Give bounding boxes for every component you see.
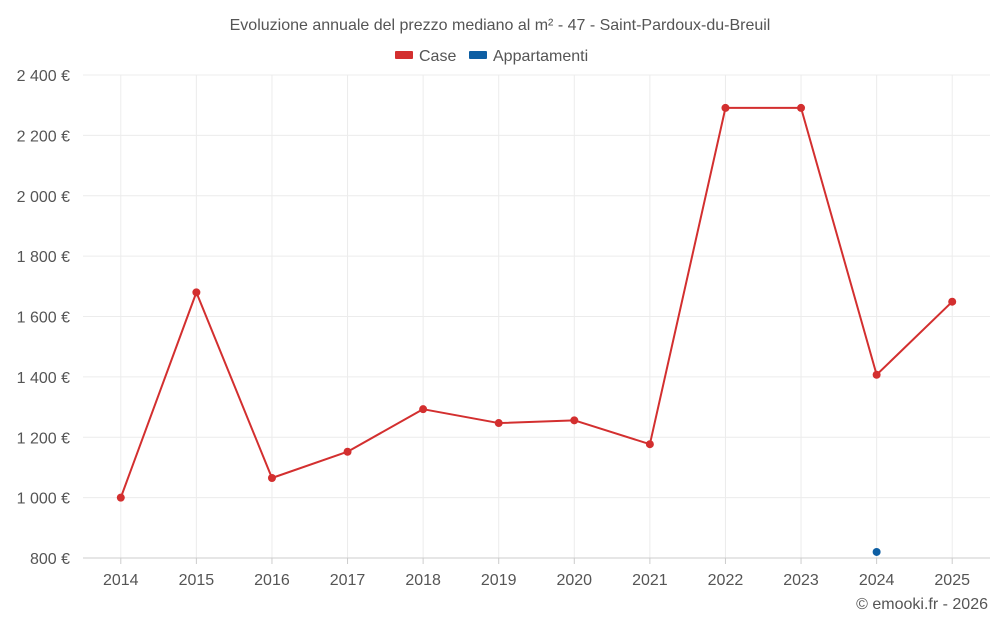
data-point-case[interactable] xyxy=(948,297,957,306)
legend: Case Appartamenti xyxy=(395,48,588,65)
y-tick-label: 1 000 € xyxy=(17,491,70,508)
y-tick-label: 1 600 € xyxy=(17,310,70,327)
x-tick-label: 2024 xyxy=(859,572,895,589)
data-point-case[interactable] xyxy=(419,405,428,414)
data-point-case[interactable] xyxy=(116,493,125,502)
y-tick-label: 2 400 € xyxy=(17,68,70,85)
data-point-case[interactable] xyxy=(645,440,654,449)
data-point-case[interactable] xyxy=(797,103,806,112)
grid xyxy=(83,74,990,558)
data-point-case[interactable] xyxy=(872,370,881,379)
legend-item-appartamenti[interactable]: Appartamenti xyxy=(469,48,588,65)
y-tick-label: 1 200 € xyxy=(17,430,70,447)
credit: © emooki.fr - 2026 xyxy=(856,596,988,613)
series-line-case xyxy=(119,106,953,498)
x-tick-label: 2015 xyxy=(179,572,215,589)
legend-item-case[interactable]: Case xyxy=(395,48,456,65)
data-point-appartamenti[interactable] xyxy=(872,547,881,556)
data-point-case[interactable] xyxy=(267,474,276,483)
x-axis: 2014 2015 2016 2017 2018 2019 2020 2021 2022 2023… xyxy=(83,557,990,589)
x-tick-label: 2017 xyxy=(330,572,366,589)
y-axis: 800 € 1 000 € 1 200 € 1 400 € 1 600 € 1 800 €… xyxy=(17,68,70,568)
legend-swatch-case xyxy=(395,51,413,59)
x-tick-label: 2020 xyxy=(556,572,592,589)
legend-label-case: Case xyxy=(419,48,456,65)
x-tick-label: 2019 xyxy=(481,572,517,589)
x-tick-label: 2016 xyxy=(254,572,290,589)
data-point-case[interactable] xyxy=(570,416,579,425)
x-tick-label: 2025 xyxy=(934,572,970,589)
x-tick-label: 2014 xyxy=(103,572,139,589)
data-point-case[interactable] xyxy=(721,103,730,112)
y-tick-label: 1 400 € xyxy=(17,370,70,387)
data-point-case[interactable] xyxy=(343,447,352,456)
x-tick-label: 2018 xyxy=(405,572,441,589)
series xyxy=(116,103,957,556)
chart-title: Evoluzione annuale del prezzo mediano al… xyxy=(230,17,771,34)
x-tick-label: 2021 xyxy=(632,572,668,589)
x-tick-label: 2022 xyxy=(708,572,744,589)
y-tick-label: 800 € xyxy=(30,551,70,568)
y-tick-label: 2 200 € xyxy=(17,128,70,145)
y-tick-label: 2 000 € xyxy=(17,189,70,206)
legend-swatch-appartamenti xyxy=(469,51,487,59)
y-tick-label: 1 800 € xyxy=(17,249,70,266)
data-point-case[interactable] xyxy=(494,419,503,428)
data-point-case[interactable] xyxy=(192,288,201,297)
legend-label-appartamenti: Appartamenti xyxy=(493,48,588,65)
x-tick-label: 2023 xyxy=(783,572,819,589)
